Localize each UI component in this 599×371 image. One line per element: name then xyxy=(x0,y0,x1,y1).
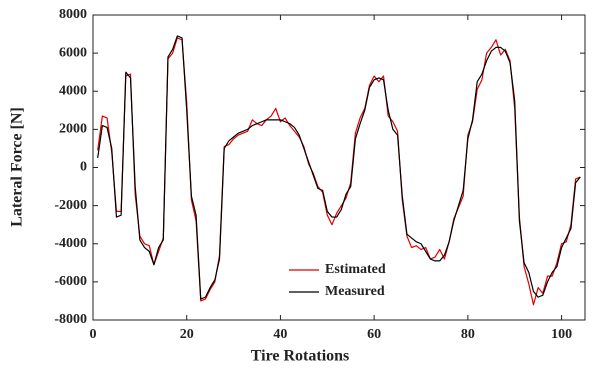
x-tick-label: 20 xyxy=(180,327,194,342)
y-tick-label: 8000 xyxy=(59,7,87,22)
x-tick-label: 40 xyxy=(273,327,287,342)
y-tick-label: -2000 xyxy=(54,198,87,213)
x-tick-label: 100 xyxy=(551,327,572,342)
x-axis-label: Tire Rotations xyxy=(251,348,350,365)
y-axis-label: Lateral Force [N] xyxy=(9,107,26,227)
y-tick-label: -6000 xyxy=(54,274,87,289)
y-tick-label: 0 xyxy=(80,160,87,175)
data-line xyxy=(97,37,581,306)
y-tick-label: -4000 xyxy=(54,236,87,251)
x-tick-label: 0 xyxy=(90,327,97,342)
x-tick-label: 80 xyxy=(461,327,475,342)
legend-label: Measured xyxy=(325,284,385,299)
y-tick-label: 4000 xyxy=(59,83,87,98)
y-tick-label: 2000 xyxy=(59,122,87,137)
x-tick-label: 60 xyxy=(367,327,381,342)
y-tick-label: -8000 xyxy=(54,312,87,327)
legend-label: Estimated xyxy=(325,262,386,277)
y-tick-label: 6000 xyxy=(59,45,87,60)
data-line xyxy=(97,35,581,300)
